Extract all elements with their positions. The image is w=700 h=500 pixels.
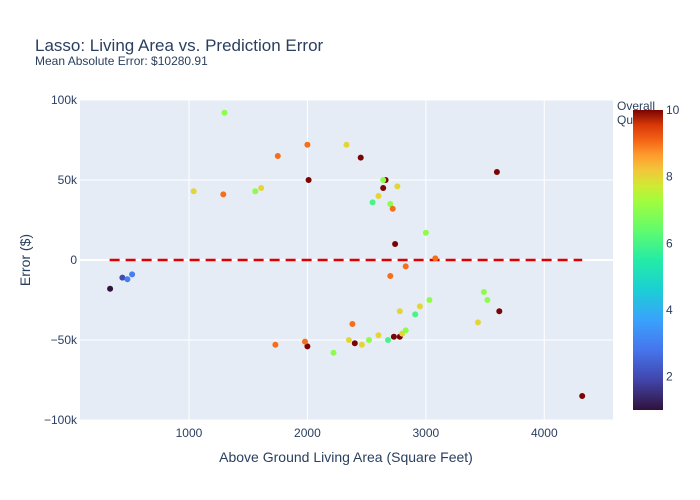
data-point (129, 271, 136, 278)
data-point (220, 191, 227, 198)
chart-title: Lasso: Living Area vs. Prediction Error (35, 36, 324, 55)
data-point (343, 141, 350, 148)
data-point (375, 193, 382, 199)
data-point (390, 333, 397, 340)
data-point (304, 141, 311, 148)
data-point (274, 153, 281, 159)
data-point (402, 263, 409, 270)
data-point (272, 341, 279, 348)
data-point (475, 319, 481, 326)
data-point (426, 297, 433, 303)
data-point (357, 154, 364, 161)
data-point (387, 201, 394, 207)
data-point (380, 185, 387, 191)
data-point (402, 327, 409, 334)
data-point (304, 343, 311, 350)
data-point (375, 332, 382, 339)
data-point (358, 341, 365, 348)
data-point (432, 255, 439, 262)
data-point (389, 205, 396, 212)
data-point (119, 274, 126, 281)
data-point (366, 337, 372, 343)
data-point (392, 241, 399, 247)
x-tick-label: 3000 (413, 426, 440, 440)
colorbar-tick-label: 4 (666, 303, 673, 317)
data-point (394, 183, 401, 190)
data-point (351, 340, 358, 347)
data-point (305, 177, 312, 183)
data-point (330, 349, 337, 356)
x-tick-label: 2000 (294, 426, 321, 440)
data-point (221, 109, 228, 116)
colorbar-tick-label: 10 (666, 103, 680, 117)
data-point (484, 297, 491, 303)
data-point (190, 188, 197, 195)
y-tick-label: 0 (70, 253, 77, 267)
data-point (380, 177, 387, 183)
data-point (422, 229, 429, 236)
colorbar-title-line1: Overall (617, 99, 655, 113)
data-point (496, 308, 503, 315)
axis-ticks: 1000 2000 3000 4000 −100k −50k 0 50k 100k (44, 93, 558, 440)
data-point (124, 276, 131, 283)
data-point (349, 321, 356, 327)
data-point (387, 273, 394, 279)
data-point (579, 393, 586, 399)
data-point (258, 185, 265, 191)
data-point (412, 311, 419, 318)
colorbar-tick-label: 6 (666, 236, 673, 250)
data-point (493, 169, 500, 175)
chart-subtitle: Mean Absolute Error: $10280.91 (35, 54, 208, 68)
colorbar-tick-label: 8 (666, 170, 673, 184)
data-point (345, 337, 352, 343)
y-tick-label: −50k (51, 333, 78, 347)
colorbar-tick-label: 2 (666, 370, 673, 384)
y-tick-label: 100k (51, 93, 78, 107)
data-point (396, 308, 403, 315)
x-axis-label: Above Ground Living Area (Square Feet) (219, 449, 473, 465)
data-point (107, 285, 114, 292)
data-point (252, 188, 259, 195)
y-tick-label: −100k (44, 413, 78, 427)
data-point (480, 289, 487, 295)
data-point (385, 337, 391, 343)
colorbar-ticks: 2 4 6 8 10 (666, 103, 680, 384)
y-tick-label: 50k (58, 173, 78, 187)
x-tick-label: 4000 (531, 426, 558, 440)
data-point (416, 303, 423, 310)
data-point (302, 338, 308, 345)
y-axis-label: Error ($) (17, 234, 33, 286)
x-tick-label: 1000 (176, 426, 203, 440)
data-point (369, 199, 376, 206)
scatter-points (107, 109, 586, 399)
colorbar (633, 110, 663, 410)
